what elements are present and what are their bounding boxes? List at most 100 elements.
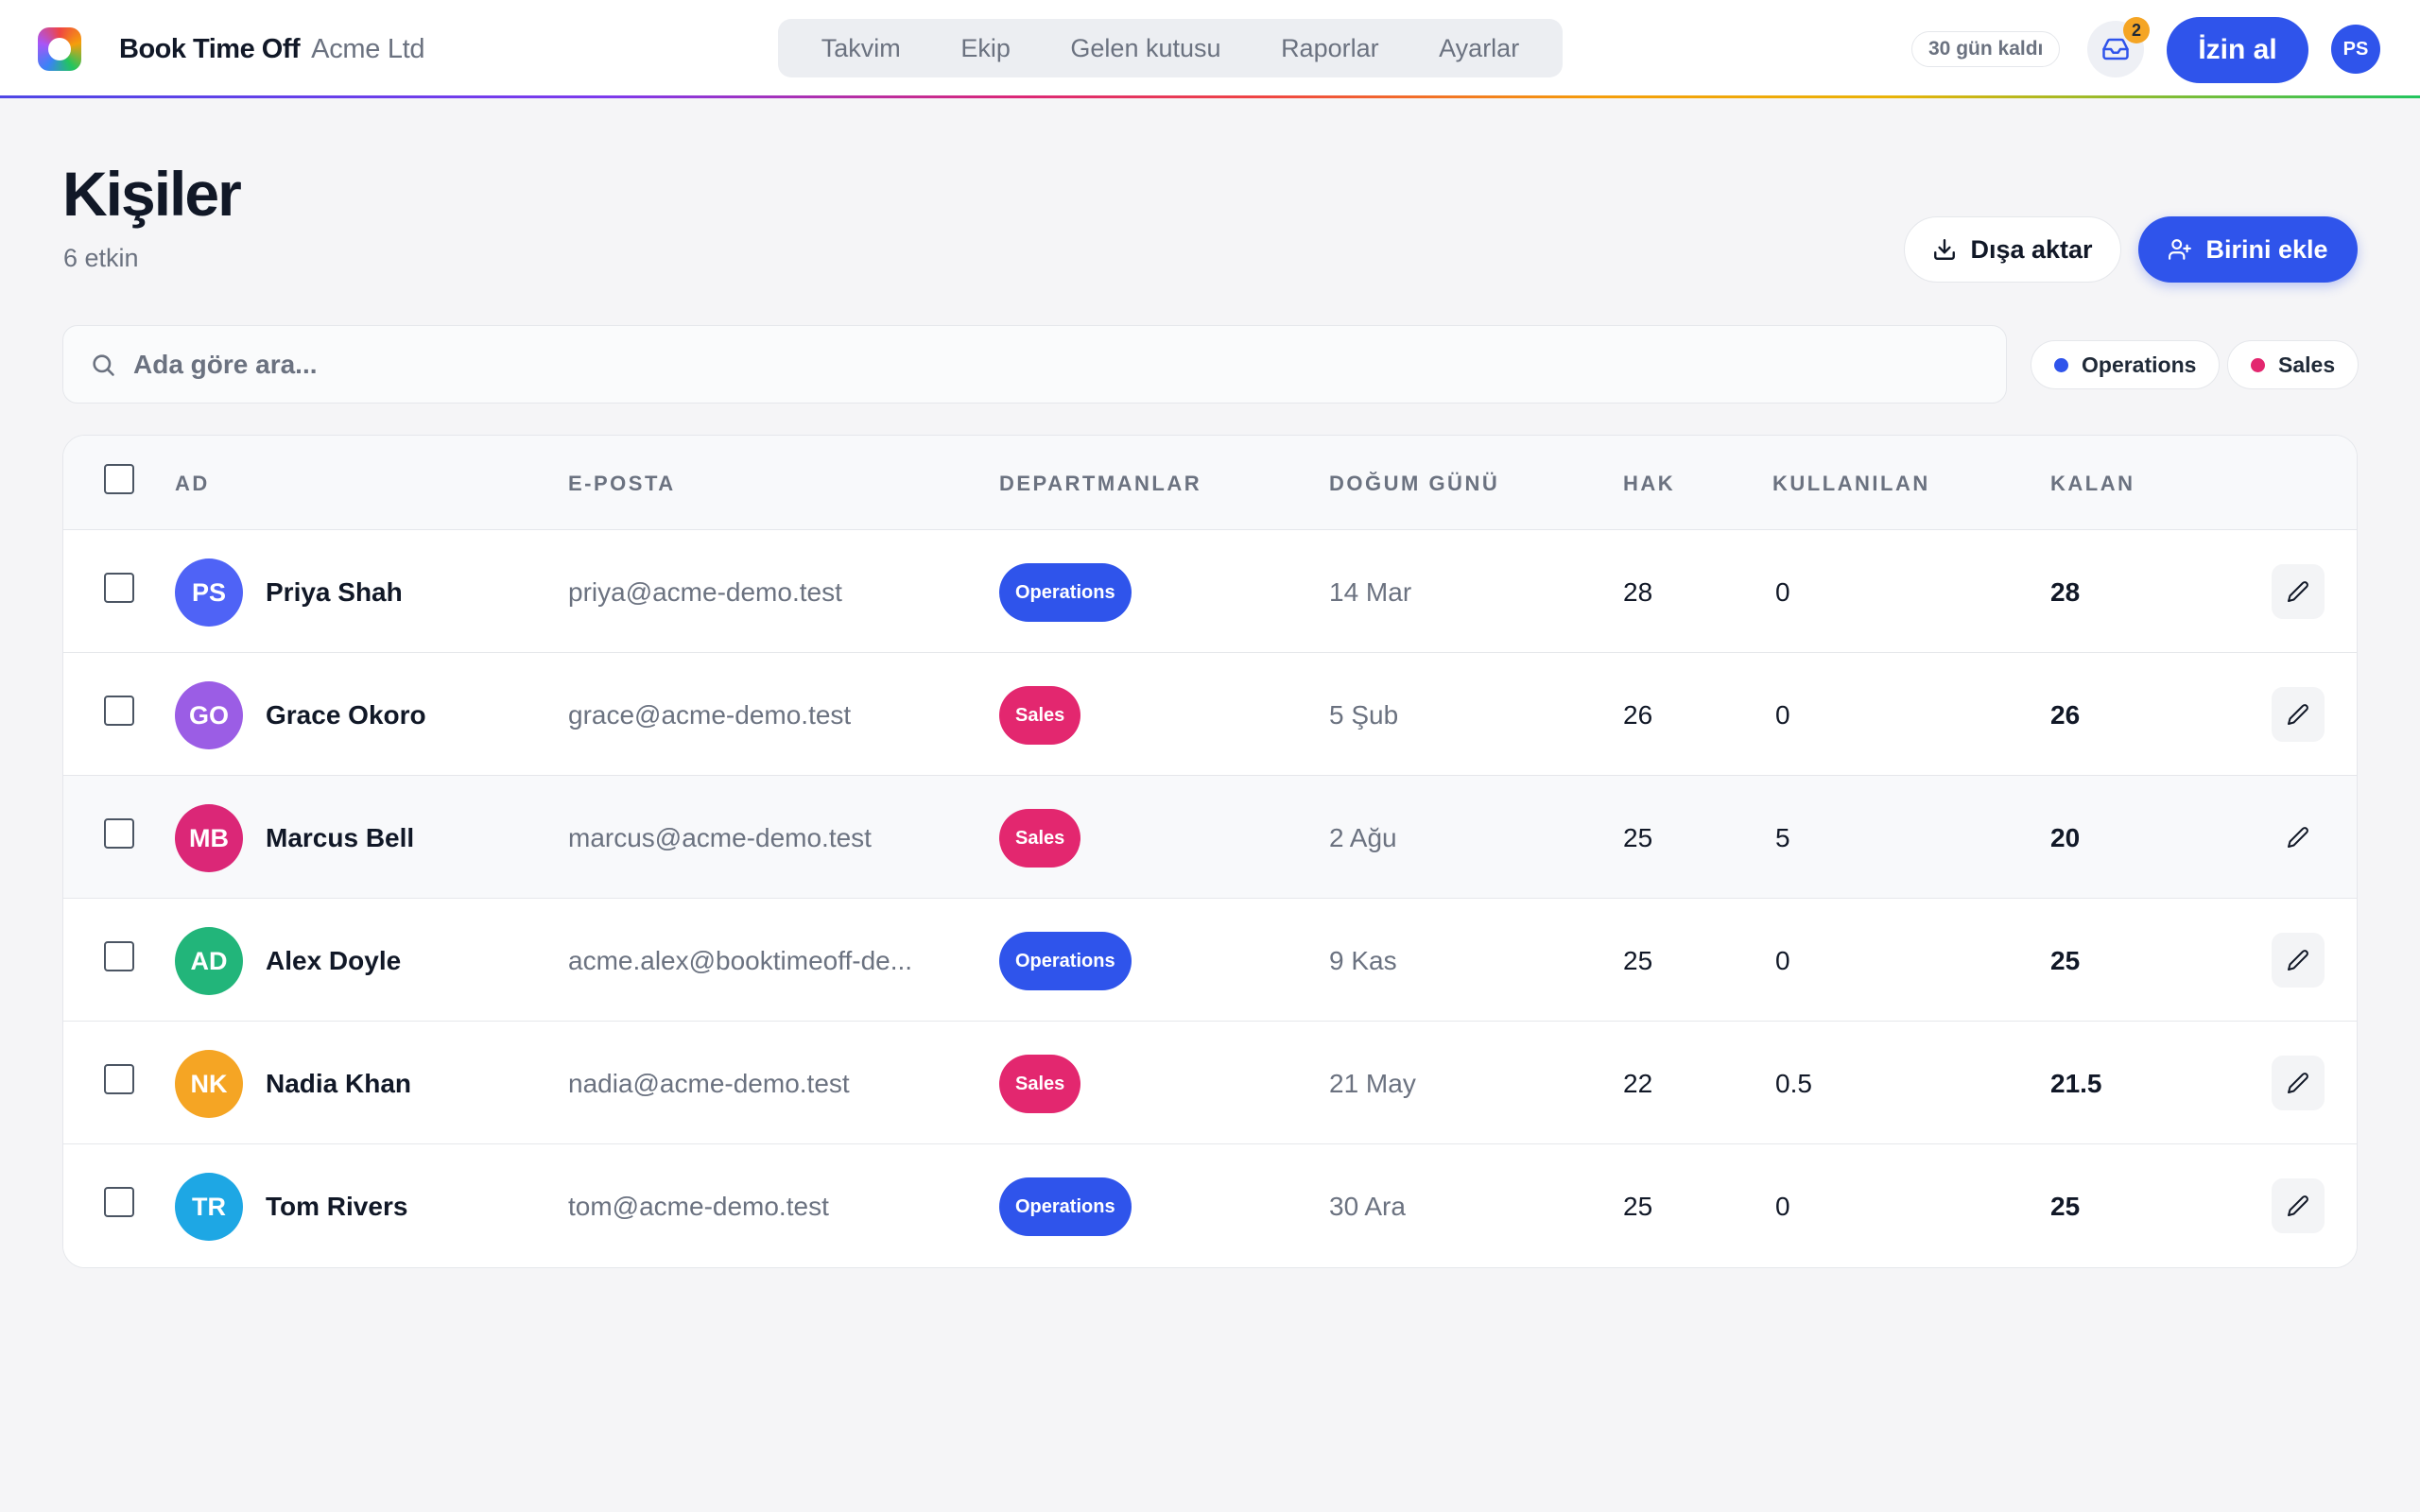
pencil-icon: [2288, 1195, 2308, 1216]
person-name[interactable]: Alex Doyle: [266, 946, 402, 975]
table-row[interactable]: TR Tom Rivers tom@acme-demo.test Operati…: [63, 1144, 2357, 1267]
nav-item-ayarlar[interactable]: Ayarlar: [1439, 33, 1520, 62]
birthday: 5 Şub: [1329, 700, 1399, 730]
edit-button[interactable]: [2272, 810, 2325, 865]
pencil-icon: [2288, 704, 2308, 725]
inbox-count-badge: 2: [2123, 17, 2150, 43]
remaining-value: 25: [2050, 1192, 2081, 1221]
column-header-name[interactable]: AD: [175, 472, 210, 495]
main-nav: Takvim Ekip Gelen kutusu Raporlar Ayarla…: [778, 19, 1563, 77]
pencil-icon: [2288, 581, 2308, 602]
entitlement-value: 25: [1623, 823, 1653, 852]
department-badge: Sales: [999, 809, 1081, 868]
edit-button[interactable]: [2272, 1178, 2325, 1233]
app-logo-icon: [38, 27, 81, 71]
avatar: NK: [175, 1050, 243, 1118]
nav-item-gelen-kutusu[interactable]: Gelen kutusu: [1070, 33, 1221, 62]
nav-item-raporlar[interactable]: Raporlar: [1281, 33, 1379, 62]
entitlement-value: 28: [1623, 577, 1653, 607]
row-checkbox[interactable]: [104, 1064, 134, 1094]
column-header-departments[interactable]: DEPARTMANLAR: [999, 472, 1202, 495]
avatar: TR: [175, 1173, 243, 1241]
used-value: 0: [1775, 1192, 1790, 1221]
person-email: nadia@acme-demo.test: [568, 1069, 850, 1098]
edit-button[interactable]: [2272, 1056, 2325, 1110]
row-checkbox[interactable]: [104, 818, 134, 849]
used-value: 5: [1775, 823, 1790, 852]
person-email: tom@acme-demo.test: [568, 1192, 829, 1221]
user-plus-icon: [2169, 239, 2192, 260]
row-checkbox[interactable]: [104, 696, 134, 726]
row-checkbox[interactable]: [104, 573, 134, 603]
pencil-icon: [2288, 950, 2308, 971]
add-person-button[interactable]: Birini ekle: [2138, 216, 2358, 283]
column-header-birthday[interactable]: DOĞUM GÜNÜ: [1329, 472, 1500, 495]
filter-chip-operations[interactable]: Operations: [2031, 340, 2221, 389]
filter-chip-sales[interactable]: Sales: [2227, 340, 2360, 389]
person-name[interactable]: Priya Shah: [266, 577, 403, 607]
person-email: marcus@acme-demo.test: [568, 823, 872, 852]
person-email: grace@acme-demo.test: [568, 700, 852, 730]
birthday: 2 Ağu: [1329, 823, 1397, 852]
table-row[interactable]: NK Nadia Khan nadia@acme-demo.test Sales…: [63, 1022, 2357, 1144]
remaining-value: 28: [2050, 577, 2081, 607]
sales-dot-icon: [2251, 357, 2265, 372]
table-row[interactable]: AD Alex Doyle acme.alex@booktimeoff-de..…: [63, 899, 2357, 1022]
birthday: 30 Ara: [1329, 1192, 1406, 1221]
header-gradient-divider: [0, 95, 2420, 98]
table-row[interactable]: PS Priya Shah priya@acme-demo.test Opera…: [63, 530, 2357, 653]
operations-dot-icon: [2054, 357, 2068, 372]
column-header-remaining[interactable]: KALAN: [2050, 472, 2135, 495]
row-checkbox[interactable]: [104, 1187, 134, 1217]
entitlement-value: 25: [1623, 1192, 1653, 1221]
entitlement-value: 26: [1623, 700, 1653, 730]
department-badge: Sales: [999, 686, 1081, 745]
export-button[interactable]: Dışa aktar: [1904, 216, 2121, 283]
export-label: Dışa aktar: [1970, 234, 2093, 264]
top-bar: Book Time Off Acme Ltd Takvim Ekip Gelen…: [0, 0, 2420, 98]
remaining-value: 20: [2050, 823, 2081, 852]
select-all-checkbox[interactable]: [104, 464, 134, 494]
nav-item-takvim[interactable]: Takvim: [821, 33, 901, 62]
inbox-icon: [2102, 38, 2129, 60]
table-row[interactable]: MB Marcus Bell marcus@acme-demo.test Sal…: [63, 776, 2357, 899]
edit-button[interactable]: [2272, 933, 2325, 988]
department-badge: Sales: [999, 1055, 1081, 1113]
person-name[interactable]: Marcus Bell: [266, 823, 415, 852]
pencil-icon: [2288, 1073, 2308, 1093]
trial-badge[interactable]: 30 gün kaldı: [1911, 31, 2061, 67]
brand[interactable]: Book Time Off Acme Ltd: [38, 26, 425, 73]
used-value: 0: [1775, 946, 1790, 975]
department-badge: Operations: [999, 932, 1132, 990]
request-leave-button[interactable]: İzin al: [2167, 17, 2308, 83]
used-value: 0: [1775, 577, 1790, 607]
column-header-entitlement[interactable]: HAK: [1623, 472, 1676, 495]
department-badge: Operations: [999, 563, 1132, 622]
entitlement-value: 25: [1623, 946, 1653, 975]
user-avatar[interactable]: PS: [2331, 25, 2380, 74]
filter-chip-label: Operations: [2082, 352, 2197, 377]
add-person-label: Birini ekle: [2205, 234, 2328, 264]
avatar: AD: [175, 927, 243, 995]
remaining-value: 21.5: [2050, 1069, 2102, 1098]
table-row[interactable]: GO Grace Okoro grace@acme-demo.test Sale…: [63, 653, 2357, 776]
active-count: 6 etkin: [63, 244, 139, 272]
birthday: 21 May: [1329, 1069, 1416, 1098]
column-header-used[interactable]: KULLANILAN: [1772, 472, 1930, 495]
avatar: MB: [175, 804, 243, 872]
person-email: acme.alex@booktimeoff-de...: [568, 946, 913, 975]
people-table: AD E-POSTA DEPARTMANLAR DOĞUM GÜNÜ HAK K…: [62, 435, 2358, 1268]
avatar: GO: [175, 681, 243, 749]
column-header-email[interactable]: E-POSTA: [568, 472, 676, 495]
search-input[interactable]: [133, 349, 1929, 380]
edit-button[interactable]: [2272, 687, 2325, 742]
person-name[interactable]: Tom Rivers: [266, 1192, 408, 1221]
filter-chip-label: Sales: [2278, 352, 2336, 377]
person-name[interactable]: Grace Okoro: [266, 700, 426, 730]
department-badge: Operations: [999, 1177, 1132, 1236]
table-header: AD E-POSTA DEPARTMANLAR DOĞUM GÜNÜ HAK K…: [63, 436, 2357, 530]
edit-button[interactable]: [2272, 564, 2325, 619]
person-name[interactable]: Nadia Khan: [266, 1069, 412, 1098]
nav-item-ekip[interactable]: Ekip: [960, 33, 1011, 62]
row-checkbox[interactable]: [104, 941, 134, 971]
